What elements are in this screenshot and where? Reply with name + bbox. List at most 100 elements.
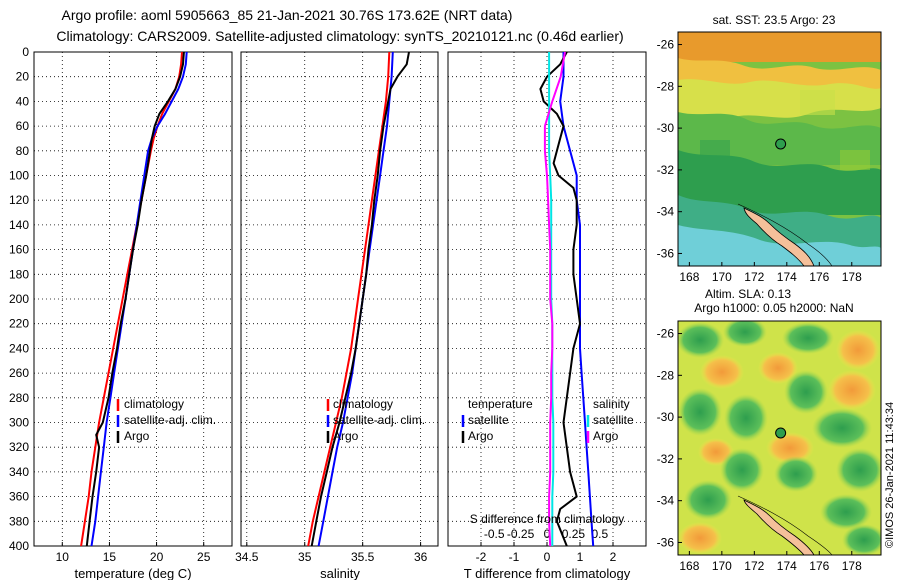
depth-tick-label: 80 (16, 144, 30, 158)
depth-tick-label: 20 (16, 70, 30, 84)
series-line-argo (310, 51, 410, 547)
lon-tick-label: 168 (679, 270, 699, 284)
sla-map-frame (677, 320, 882, 556)
credit-stamp: ©IMOS 26-Jan-2021 11:43:34 (884, 402, 896, 548)
sst-map-lat-ticks: -26 -28 -30 -32 -34 -36 (657, 38, 682, 260)
lon-tick-label: 172 (744, 270, 764, 284)
lon-tick-label: 178 (842, 270, 862, 284)
temperature-legend: climatology satellite-adj. clim. Argo (116, 397, 216, 443)
series-line-s-argo (543, 51, 566, 547)
legend-heading-temperature: temperature (468, 397, 533, 411)
x-tick-label: 36 (414, 550, 428, 564)
x-tick-label: 35 (298, 550, 312, 564)
lat-tick-label: -34 (657, 205, 675, 219)
depth-tick-label: 260 (9, 366, 29, 380)
difference-legend-salinity: salinity satellite Argo (586, 397, 634, 443)
s-tick-label: 0.5 (591, 527, 608, 541)
salinity-tick-labels: 34.5 35 35.5 36 (235, 542, 428, 564)
depth-tick-label: 300 (9, 416, 29, 430)
difference-legend-temperature: temperature satellite Argo (461, 397, 533, 443)
sla-map: Altim. SLA: 0.13 Argo h1000: 0.05 h2000:… (657, 287, 882, 573)
x-tick-label: 2 (610, 550, 617, 564)
lat-tick-label: -30 (657, 410, 675, 424)
sst-map-lon-ticks: 168 170 172 174 176 178 (679, 262, 862, 284)
x-tick-label: -1 (509, 550, 520, 564)
depth-tick-label: 380 (9, 514, 29, 528)
depth-tick-label: 180 (9, 267, 29, 281)
coastline (743, 207, 815, 266)
sst-map: sat. SST: 23.5 Argo: 23 168 170 172 174 176 1… (657, 13, 882, 284)
legend-label-climatology: climatology (333, 397, 393, 411)
sla-map-lon-ticks: 168 170 172 174 176 178 (679, 551, 862, 573)
sst-map-frame (677, 31, 882, 267)
s-tick-label: -0.5 (484, 527, 505, 541)
x-tick-label: 15 (103, 550, 117, 564)
depth-tick-label: 100 (9, 169, 29, 183)
legend-heading-salinity: salinity (593, 397, 630, 411)
sla-field (678, 321, 881, 555)
legend-label-t-satellite: satellite (468, 413, 509, 427)
difference-profile-lines (539, 51, 595, 547)
s-tick-label: 0.25 (562, 527, 586, 541)
lat-tick-label: -32 (657, 452, 675, 466)
salinity-axes-frame (240, 51, 439, 547)
x-tick-label: 25 (197, 550, 211, 564)
depth-tick-label: 320 (9, 440, 29, 454)
x-tick-label: 1 (577, 550, 584, 564)
argo-location-marker (775, 138, 787, 150)
t-difference-axis-label: T difference from climatology (464, 566, 631, 580)
lon-tick-label: 170 (712, 270, 732, 284)
legend-label-argo: Argo (124, 429, 150, 443)
lat-tick-label: -34 (657, 494, 675, 508)
x-tick-label: 35.5 (351, 550, 375, 564)
salinity-grid (241, 51, 438, 547)
temperature-axes-frame (33, 51, 233, 547)
title-line-2: Climatology: CARS2009. Satellite-adjuste… (56, 28, 623, 44)
lat-tick-label: -36 (657, 535, 675, 549)
sla-map-lat-ticks: -26 -28 -30 -32 -34 -36 (657, 327, 682, 549)
depth-tick-label: 280 (9, 391, 29, 405)
coastline (743, 499, 815, 555)
x-tick-label: -2 (476, 550, 487, 564)
lat-tick-label: -26 (657, 327, 675, 341)
salinity-panel: 34.5 35 35.5 36 salinity climatology satell… (235, 51, 439, 580)
depth-tick-label: 160 (9, 243, 29, 257)
depth-tick-label: 240 (9, 341, 29, 355)
depth-tick-label: 220 (9, 317, 29, 331)
title-line-1: Argo profile: aoml 5905663_85 21-Jan-202… (62, 7, 513, 23)
sst-field (678, 32, 881, 266)
depth-tick-label: 120 (9, 193, 29, 207)
x-tick-label: 0 (544, 550, 551, 564)
s-tick-label: -0.25 (507, 527, 535, 541)
salinity-legend: climatology satellite-adj. clim. Argo (326, 397, 425, 443)
depth-tick-label: 140 (9, 218, 29, 232)
legend-label-s-satellite: satellite (593, 413, 634, 427)
sst-map-title: sat. SST: 23.5 Argo: 23 (713, 13, 836, 27)
lon-tick-label: 176 (809, 559, 829, 573)
temperature-profile-lines (80, 51, 188, 547)
depth-tick-label: 360 (9, 490, 29, 504)
depth-tick-label: 40 (16, 94, 30, 108)
t-difference-tick-labels: -2 -1 0 1 2 (476, 542, 617, 564)
legend-label-satellite: satellite-adj. clim. (124, 413, 216, 427)
depth-tick-label: 400 (9, 539, 29, 553)
lon-tick-label: 174 (777, 270, 797, 284)
sla-map-subtitle: Argo h1000: 0.05 h2000: NaN (694, 301, 853, 315)
salinity-profile-lines (307, 51, 410, 547)
lat-tick-label: -32 (657, 163, 675, 177)
legend-label-s-argo: Argo (593, 429, 619, 443)
lon-tick-label: 176 (809, 270, 829, 284)
salinity-axis-label: salinity (320, 566, 360, 580)
temperature-grid (34, 51, 232, 547)
legend-label-t-argo: Argo (468, 429, 494, 443)
lon-tick-label: 178 (842, 559, 862, 573)
lon-tick-label: 172 (744, 559, 764, 573)
lat-tick-label: -30 (657, 121, 675, 135)
legend-label-argo: Argo (333, 429, 359, 443)
difference-grid (448, 51, 646, 547)
series-line-argo (85, 51, 185, 547)
depth-tick-labels: 0 20 40 60 80 100 120 140 160 180 200 220 240 260 280 3… (9, 45, 29, 553)
s-tick-label: 0 (544, 527, 551, 541)
depth-tick-label: 200 (9, 292, 29, 306)
